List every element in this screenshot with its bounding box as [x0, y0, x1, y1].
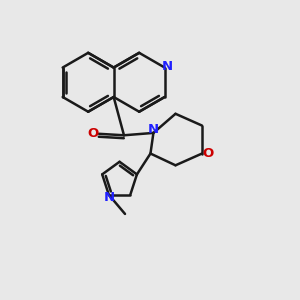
Text: N: N — [148, 123, 159, 136]
Text: O: O — [87, 127, 99, 140]
Text: N: N — [161, 61, 172, 74]
Text: O: O — [203, 147, 214, 160]
Text: N: N — [103, 191, 114, 204]
